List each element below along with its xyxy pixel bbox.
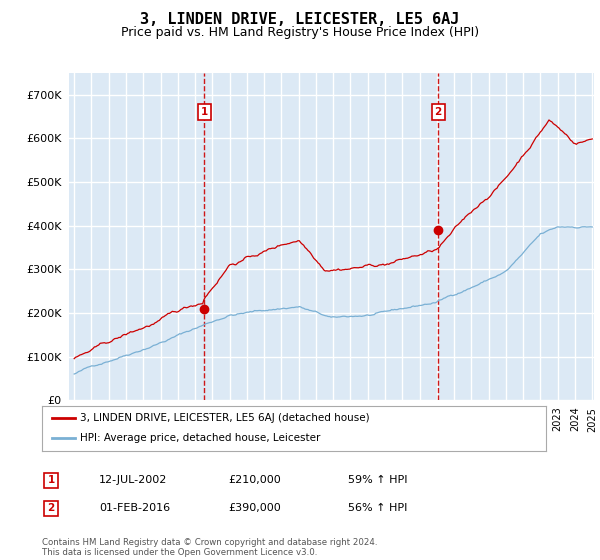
Text: 59% ↑ HPI: 59% ↑ HPI <box>348 475 407 486</box>
Text: 1: 1 <box>47 475 55 486</box>
Text: 01-FEB-2016: 01-FEB-2016 <box>99 503 170 514</box>
Text: 2: 2 <box>47 503 55 514</box>
Text: 1: 1 <box>200 107 208 117</box>
Text: £390,000: £390,000 <box>228 503 281 514</box>
Text: £210,000: £210,000 <box>228 475 281 486</box>
Text: Price paid vs. HM Land Registry's House Price Index (HPI): Price paid vs. HM Land Registry's House … <box>121 26 479 39</box>
Text: Contains HM Land Registry data © Crown copyright and database right 2024.
This d: Contains HM Land Registry data © Crown c… <box>42 538 377 557</box>
Text: 3, LINDEN DRIVE, LEICESTER, LE5 6AJ: 3, LINDEN DRIVE, LEICESTER, LE5 6AJ <box>140 12 460 27</box>
Text: 3, LINDEN DRIVE, LEICESTER, LE5 6AJ (detached house): 3, LINDEN DRIVE, LEICESTER, LE5 6AJ (det… <box>80 413 370 423</box>
Text: HPI: Average price, detached house, Leicester: HPI: Average price, detached house, Leic… <box>80 433 320 444</box>
Text: 12-JUL-2002: 12-JUL-2002 <box>99 475 167 486</box>
Text: 56% ↑ HPI: 56% ↑ HPI <box>348 503 407 514</box>
Text: 2: 2 <box>434 107 442 117</box>
